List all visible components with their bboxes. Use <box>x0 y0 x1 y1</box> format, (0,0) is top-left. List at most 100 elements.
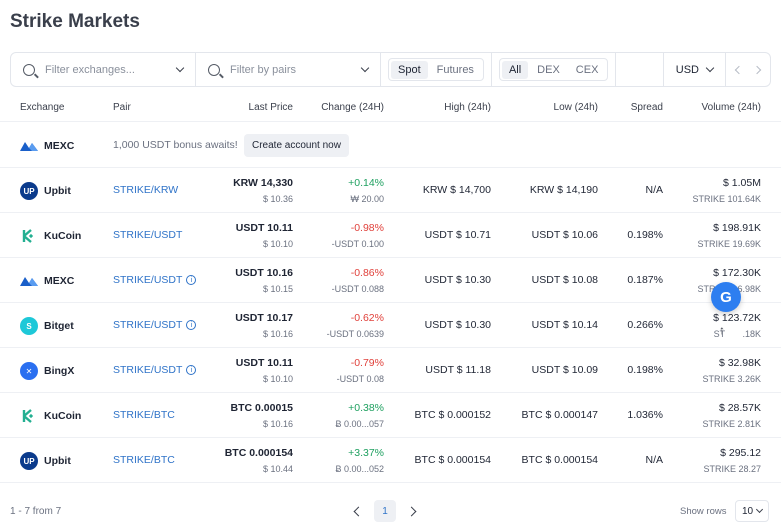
tab-dex[interactable]: DEX <box>537 63 560 76</box>
chevron-left-icon[interactable] <box>734 65 744 74</box>
chevron-down-icon <box>360 63 370 73</box>
info-icon[interactable]: i <box>186 365 197 375</box>
change-absolute: -USDT 0.088 <box>331 284 384 294</box>
last-price-usd: $ 10.16 <box>262 419 293 429</box>
col-pair[interactable]: Pair <box>113 102 131 113</box>
exchange-name: Upbit <box>44 185 71 197</box>
col-last-price[interactable]: Last Price <box>248 102 293 113</box>
exchange-cell[interactable]: KuCoin <box>20 407 81 425</box>
high-24h: KRW $ 14,700 <box>422 184 491 196</box>
change-percent: -0.98% <box>350 222 384 234</box>
pair-link[interactable]: STRIKE/USDT <box>113 229 182 241</box>
table-row[interactable]: KuCoin STRIKE/BTC BTC 0.00015 $ 10.16 +0.38%… <box>0 393 781 438</box>
tab-cex[interactable]: CEX <box>575 63 599 76</box>
col-spread[interactable]: Spread <box>630 102 663 113</box>
col-change[interactable]: Change (24H) <box>321 102 384 113</box>
exchange-filter-placeholder: Filter exchanges... <box>45 63 135 76</box>
volume-token: STRIKE 3.26K <box>702 374 761 384</box>
chevron-down-icon <box>756 505 764 514</box>
info-icon[interactable]: i <box>186 275 197 285</box>
pair-name: STRIKE/USDT <box>113 364 183 376</box>
tab-futures[interactable]: Futures <box>436 63 474 76</box>
table-row[interactable]: S Bitget STRIKE/USDT i USDT 10.17 $ 10.16 -0.6… <box>0 303 781 348</box>
rows-per-page-select[interactable]: 10 <box>735 500 769 522</box>
low-24h: BTC $ 0.000154 <box>521 454 598 466</box>
create-account-button[interactable]: Create account now <box>244 134 349 157</box>
next-page-icon[interactable] <box>406 506 417 516</box>
change-absolute: -USDT 0.0639 <box>326 329 384 339</box>
volume-usd: $ 123.72K <box>713 312 761 324</box>
info-icon[interactable]: i <box>186 320 197 330</box>
last-price-usd: $ 10.10 <box>262 374 293 384</box>
pair-name: STRIKE/USDT <box>113 229 183 241</box>
exchange-cell[interactable]: MEXC <box>20 272 74 290</box>
currency-select[interactable]: USD <box>664 53 726 86</box>
pair-name: STRIKE/KRW <box>113 184 179 196</box>
bingx-logo-icon: ✕ <box>20 362 38 380</box>
low-24h: USDT $ 10.08 <box>531 274 598 286</box>
table-row[interactable]: MEXC STRIKE/USDT i USDT 10.16 $ 10.15 -0.86% -… <box>0 258 781 303</box>
table-row[interactable]: UP Upbit STRIKE/KRW KRW 14,330 $ 10.36 +0.14%… <box>0 168 781 213</box>
pair-link[interactable]: STRIKE/BTC <box>113 454 175 466</box>
low-24h: USDT $ 10.06 <box>531 229 598 241</box>
exchange-cell[interactable]: UP Upbit <box>20 182 71 200</box>
pair-link[interactable]: STRIKE/USDT i <box>113 364 197 376</box>
market-type-group: Spot Futures <box>381 53 492 86</box>
volume-token: STRIKE 101.64K <box>692 194 761 204</box>
scroll-top-icon[interactable]: ↑ <box>719 323 725 337</box>
venue-type-group: All DEX CEX <box>492 53 617 86</box>
chevron-right-icon[interactable] <box>752 65 762 74</box>
col-low[interactable]: Low (24h) <box>553 102 598 113</box>
exchange-name: MEXC <box>44 275 75 287</box>
promo-text: 1,000 USDT bonus awaits! <box>113 139 238 151</box>
change-percent: +0.38% <box>348 402 384 414</box>
spread: 0.198% <box>627 229 663 241</box>
exchange-name: BingX <box>44 365 75 377</box>
page-number[interactable]: 1 <box>374 500 396 522</box>
table-row[interactable]: ✕ BingX STRIKE/USDT i USDT 10.11 $ 10.10 -0.79… <box>0 348 781 393</box>
pair-link[interactable]: STRIKE/USDT i <box>113 274 197 286</box>
table-row[interactable]: UP Upbit STRIKE/BTC BTC 0.000154 $ 10.44 +3.3… <box>0 438 781 483</box>
pair-link[interactable]: STRIKE/BTC <box>113 409 175 421</box>
low-24h: KRW $ 14,190 <box>529 184 598 196</box>
col-high[interactable]: High (24h) <box>444 102 491 113</box>
tab-all[interactable]: All <box>501 60 529 79</box>
exchange-filter[interactable]: Filter exchanges... <box>11 53 196 86</box>
volume-usd: $ 295.12 <box>720 447 761 459</box>
last-price: BTC 0.00015 <box>230 402 293 414</box>
volume-token: STRIKE 19.69K <box>697 239 761 249</box>
exchange-cell[interactable]: S Bitget <box>20 317 74 335</box>
prev-page-icon[interactable] <box>353 506 364 516</box>
search-icon <box>23 63 35 76</box>
col-exchange[interactable]: Exchange <box>20 102 65 113</box>
promo-exchange[interactable]: MEXC <box>20 137 74 155</box>
pair-link[interactable]: STRIKE/USDT i <box>113 319 197 331</box>
market-type-toggle: Spot Futures <box>388 58 484 81</box>
tab-spot[interactable]: Spot <box>391 60 428 79</box>
high-24h: USDT $ 11.18 <box>425 364 491 376</box>
pair-filter[interactable]: Filter by pairs <box>196 53 381 86</box>
venue-type-toggle: All DEX CEX <box>498 58 609 81</box>
exchange-cell[interactable]: KuCoin <box>20 227 81 245</box>
exchange-name: KuCoin <box>44 230 82 242</box>
exchange-cell[interactable]: ✕ BingX <box>20 362 74 380</box>
col-volume[interactable]: Volume (24h) <box>701 102 761 113</box>
last-price: USDT 10.11 <box>235 222 293 234</box>
exchange-cell[interactable]: UP Upbit <box>20 452 71 470</box>
pair-filter-placeholder: Filter by pairs <box>230 63 297 76</box>
pair-name: STRIKE/BTC <box>113 454 175 466</box>
exchange-name: KuCoin <box>44 410 82 422</box>
table-row[interactable]: KuCoin STRIKE/USDT USDT 10.11 $ 10.10 -0.98%… <box>0 213 781 258</box>
spread: N/A <box>645 454 663 466</box>
low-24h: BTC $ 0.000147 <box>521 409 598 421</box>
change-absolute: Ƀ 0.00...052 <box>335 464 384 474</box>
results-count: 1 - 7 from 7 <box>10 506 62 517</box>
column-scroll-arrows <box>726 65 770 74</box>
volume-usd: $ 1.05M <box>723 177 761 189</box>
pair-link[interactable]: STRIKE/KRW <box>113 184 178 196</box>
last-price: KRW 14,330 <box>233 177 293 189</box>
chevron-down-icon <box>175 63 185 73</box>
change-percent: -0.62% <box>350 312 384 324</box>
floating-action-button[interactable]: G <box>711 282 741 312</box>
change-percent: +0.14% <box>348 177 384 189</box>
